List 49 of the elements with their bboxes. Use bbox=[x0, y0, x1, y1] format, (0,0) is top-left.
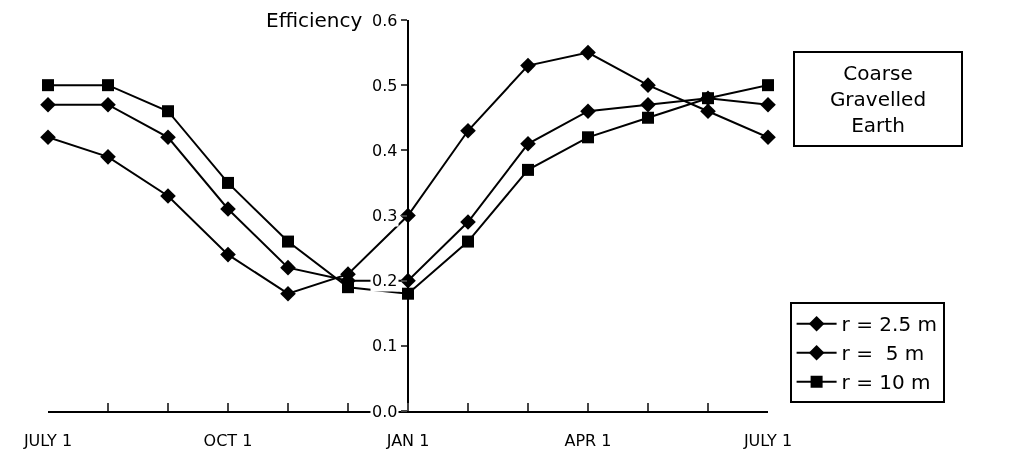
x-tick-label: OCT 1 bbox=[203, 431, 253, 451]
point bbox=[640, 77, 656, 93]
point bbox=[520, 136, 536, 152]
x-tick-label: JAN 1 bbox=[385, 431, 430, 451]
legend-label: r = 10 m bbox=[841, 370, 931, 395]
point bbox=[760, 96, 776, 113]
legend-label: r = 5 m bbox=[841, 341, 925, 366]
point bbox=[462, 235, 474, 248]
point bbox=[40, 129, 56, 146]
y-tick-label: 0.1 bbox=[372, 336, 398, 355]
point bbox=[100, 96, 116, 113]
point bbox=[460, 214, 476, 230]
point bbox=[282, 235, 294, 248]
point bbox=[222, 176, 234, 189]
point bbox=[162, 105, 174, 118]
point bbox=[280, 259, 296, 276]
y-tick-label: 0.2 bbox=[372, 271, 398, 290]
point bbox=[642, 111, 654, 124]
y-tick-label: 0.5 bbox=[372, 76, 398, 95]
x-tick-label: APR 1 bbox=[564, 431, 612, 451]
point bbox=[640, 96, 656, 113]
point bbox=[40, 96, 56, 113]
point bbox=[520, 57, 536, 74]
point bbox=[220, 246, 236, 263]
x-tick-label: JULY 1 bbox=[742, 431, 793, 451]
y-tick-label: 0.0 bbox=[372, 402, 398, 421]
legend-label: r = 2.5 m bbox=[841, 312, 937, 337]
point bbox=[220, 201, 236, 217]
point bbox=[580, 103, 596, 120]
point bbox=[762, 79, 774, 92]
point bbox=[160, 129, 176, 146]
y-axis-title: Efficiency bbox=[266, 8, 363, 32]
y-tick-label: 0.6 bbox=[372, 11, 398, 30]
point bbox=[102, 79, 114, 92]
y-tick-label: 0.4 bbox=[372, 141, 398, 160]
point bbox=[100, 149, 116, 165]
point bbox=[760, 129, 776, 146]
point bbox=[460, 122, 476, 139]
point bbox=[580, 44, 596, 61]
point bbox=[700, 103, 716, 120]
point bbox=[42, 79, 54, 92]
legend-title: Coarse Gravelled Earth bbox=[829, 61, 927, 137]
point bbox=[160, 188, 176, 204]
y-tick-label: 0.3 bbox=[372, 206, 398, 225]
point bbox=[280, 285, 296, 302]
point bbox=[522, 163, 534, 176]
point bbox=[342, 281, 354, 294]
x-tick-label: JULY 1 bbox=[22, 431, 73, 451]
point bbox=[582, 131, 594, 144]
